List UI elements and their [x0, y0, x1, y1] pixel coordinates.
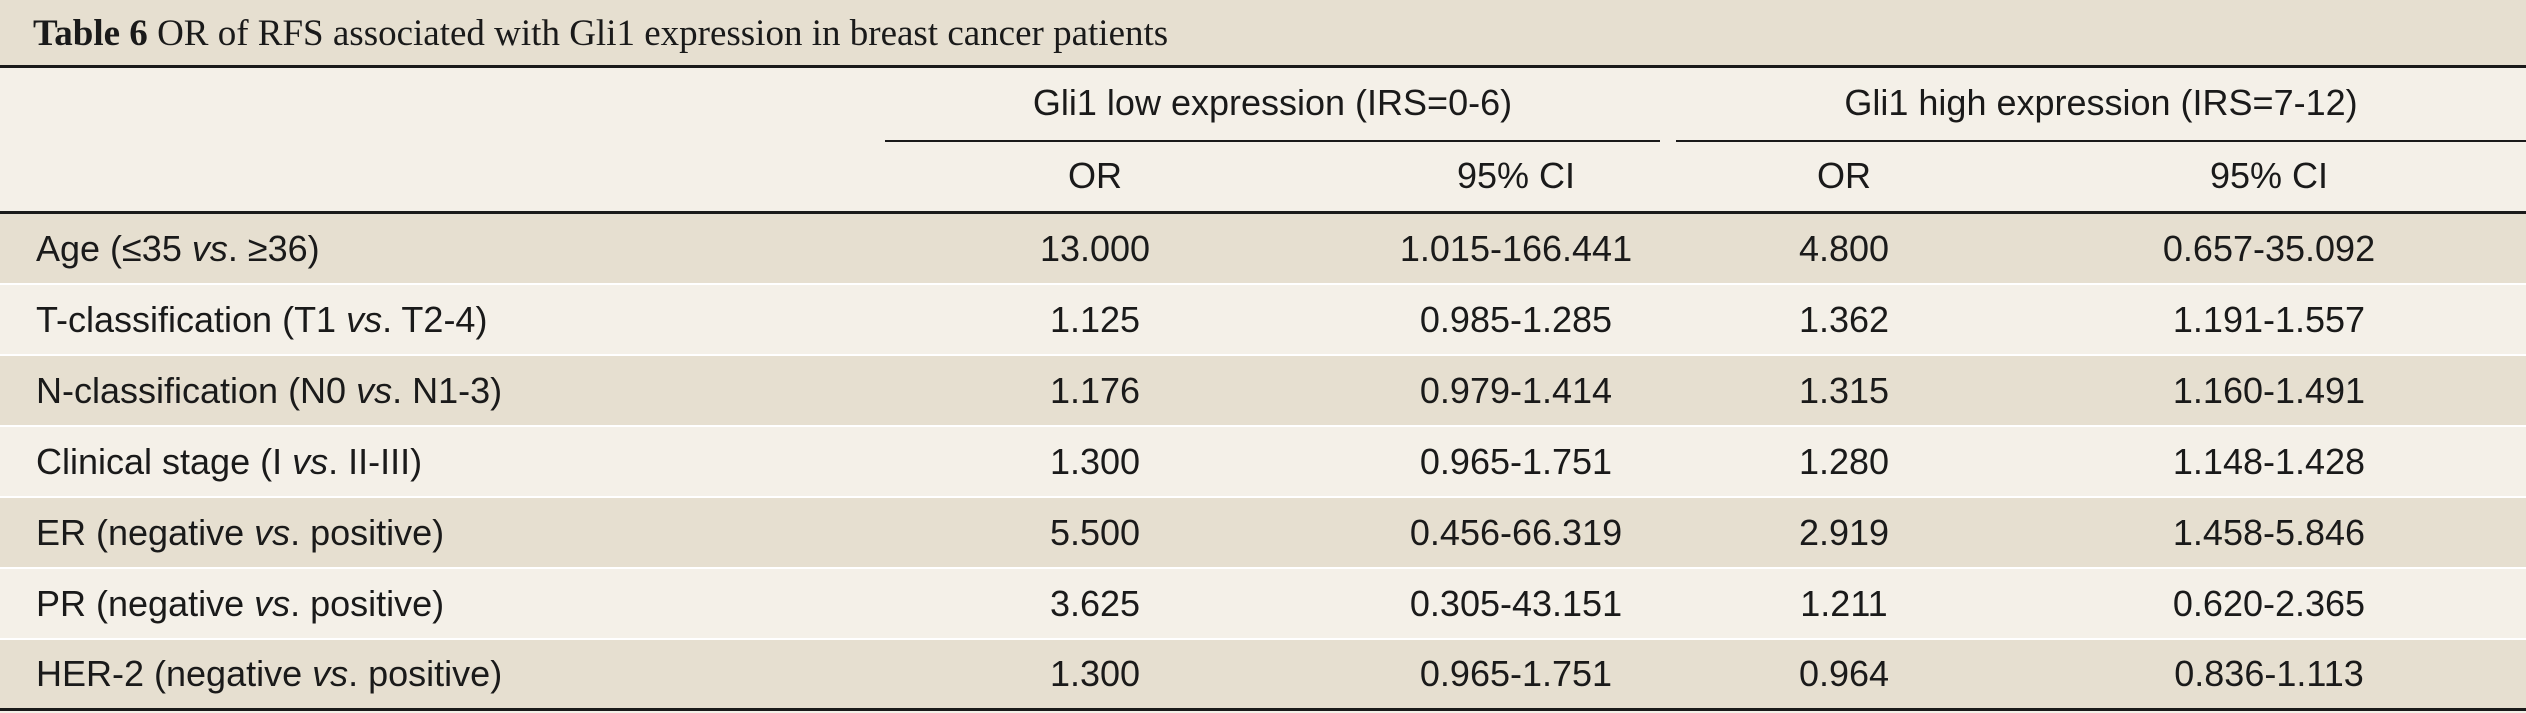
ci-low-cell: 0.456-66.319: [1409, 512, 1623, 553]
row-label: PR (negative vs. positive): [36, 583, 445, 624]
table-row: ER (negative vs. positive) 5.500 0.456-6…: [0, 498, 2526, 569]
table-row: Clinical stage (I vs. II-III) 1.300 0.96…: [0, 427, 2526, 498]
or-high-cell: 1.211: [1800, 583, 1888, 624]
row-label: HER-2 (negative vs. positive): [36, 653, 503, 694]
ci-high-cell: 0.620-2.365: [2172, 583, 2366, 624]
ci-low-cell: 0.305-43.151: [1409, 583, 1623, 624]
row-label: Clinical stage (I vs. II-III): [36, 441, 423, 482]
row-label: T-classification (T1 vs. T2-4): [36, 299, 488, 340]
row-label: ER (negative vs. positive): [36, 512, 445, 553]
subheader-ci-high: 95% CI: [2209, 155, 2329, 196]
ci-high-cell: 1.191-1.557: [2172, 299, 2366, 340]
or-low-cell: 1.300: [1049, 441, 1141, 482]
ci-low-cell: 0.965-1.751: [1419, 441, 1613, 482]
ci-high-cell: 1.160-1.491: [2172, 370, 2366, 411]
row-divider: [0, 283, 2526, 285]
subheader-or-high: OR: [1817, 155, 1871, 196]
or-high-cell: 1.280: [1798, 441, 1890, 482]
subheader-or-low: OR: [1068, 155, 1122, 196]
or-low-cell: 1.300: [1049, 653, 1141, 694]
table-row: N-classification (N0 vs. N1-3) 1.176 0.9…: [0, 356, 2526, 427]
group-rule-high: [1676, 140, 2526, 142]
or-low-cell: 3.625: [1049, 583, 1141, 624]
row-divider: [0, 425, 2526, 427]
ci-low-cell: 1.015-166.441: [1399, 228, 1633, 269]
row-divider: [0, 567, 2526, 569]
row-divider: [0, 496, 2526, 498]
header-rule: [0, 211, 2526, 214]
or-low-cell: 1.176: [1049, 370, 1141, 411]
ci-high-cell: 1.148-1.428: [2172, 441, 2366, 482]
row-divider: [0, 638, 2526, 640]
or-high-cell: 1.315: [1798, 370, 1890, 411]
row-divider: [0, 354, 2526, 356]
ci-low-cell: 0.985-1.285: [1419, 299, 1613, 340]
or-low-cell: 5.500: [1049, 512, 1141, 553]
ci-low-cell: 0.979-1.414: [1419, 370, 1613, 411]
or-high-cell: 2.919: [1798, 512, 1890, 553]
subheader-ci-low: 95% CI: [1456, 155, 1576, 196]
ci-high-cell: 0.657-35.092: [2162, 228, 2376, 269]
row-label: Age (≤35 vs. ≥36): [36, 228, 320, 269]
table-row: HER-2 (negative vs. positive) 1.300 0.96…: [0, 640, 2526, 708]
table-row: Age (≤35 vs. ≥36) 13.000 1.015-166.441 4…: [0, 214, 2526, 285]
or-high-cell: 4.800: [1798, 228, 1890, 269]
ci-low-cell: 0.965-1.751: [1419, 653, 1613, 694]
table-number: Table 6: [33, 13, 148, 54]
row-label: N-classification (N0 vs. N1-3): [36, 370, 503, 411]
or-low-cell: 1.125: [1049, 299, 1141, 340]
table-row: PR (negative vs. positive) 3.625 0.305-4…: [0, 569, 2526, 640]
table-title: Table 6 OR of RFS associated with Gli1 e…: [0, 0, 2526, 68]
table-caption: OR of RFS associated with Gli1 expressio…: [157, 13, 1169, 54]
group-rule-low: [885, 140, 1660, 142]
group-header-high: Gli1 high expression (IRS=7-12): [1844, 82, 2358, 123]
ci-high-cell: 0.836-1.113: [2174, 653, 2364, 694]
or-low-cell: 13.000: [1039, 228, 1151, 269]
or-high-cell: 0.964: [1798, 653, 1890, 694]
table-row: T-classification (T1 vs. T2-4) 1.125 0.9…: [0, 285, 2526, 356]
group-header-low: Gli1 low expression (IRS=0-6): [1032, 82, 1513, 123]
ci-high-cell: 1.458-5.846: [2172, 512, 2366, 553]
or-high-cell: 1.362: [1798, 299, 1890, 340]
table-bottom-rule: [0, 708, 2526, 711]
